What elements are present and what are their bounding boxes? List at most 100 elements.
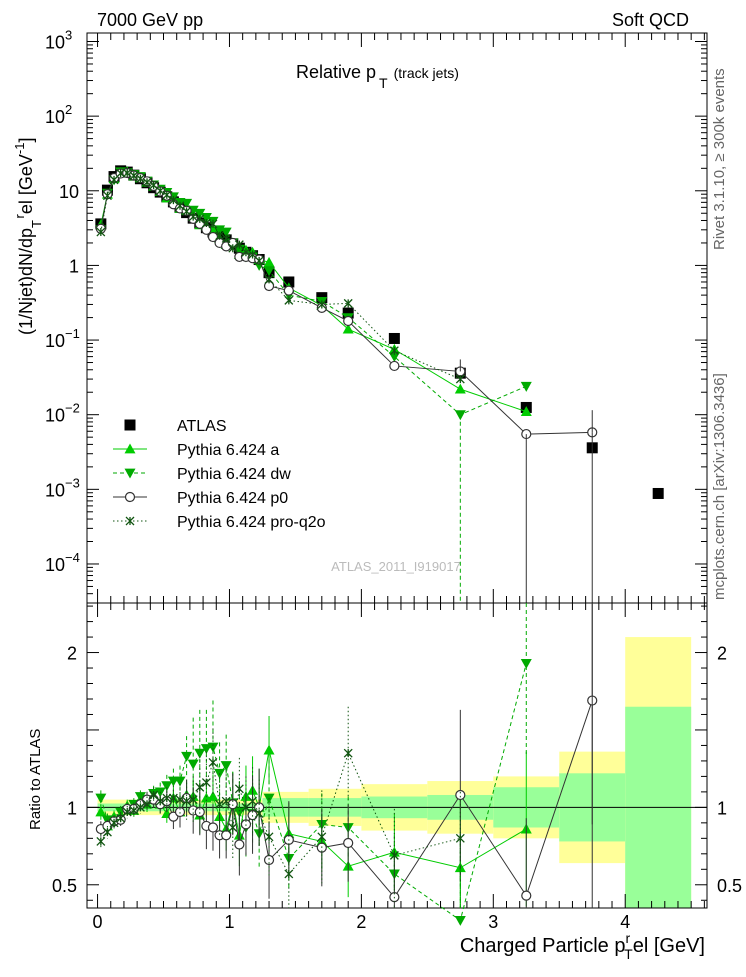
main-marker-pythia-6-424-a (342, 323, 354, 334)
y-tick-label-base: 10 (45, 107, 65, 127)
main-marker-pythia-6-424-pro-q2o (102, 191, 112, 201)
main-marker-pythia-6-424-pro-q2o (129, 171, 139, 181)
main-marker-atlas (652, 487, 664, 499)
ratio-marker-pythia-6-424-p0 (521, 890, 532, 901)
y-tick-label-base: 10 (45, 555, 65, 575)
ratio-marker-pythia-6-424-pro-q2o (135, 802, 145, 812)
main-marker-pythia-6-424-pro-q2o (389, 346, 399, 356)
legend-label: Pythia 6.424 a (177, 442, 279, 459)
legend-label: ATLAS (177, 418, 227, 435)
ratio-marker-pythia-6-424-pro-q2o (195, 782, 205, 792)
main-marker-pythia-6-424-pro-q2o (182, 206, 192, 216)
y-tick-label-exp: −1 (65, 326, 80, 341)
process-label: Soft QCD (612, 10, 689, 30)
main-marker-pythia-6-424-dw (181, 198, 193, 209)
main-marker-pythia-6-424-pro-q2o (135, 174, 145, 184)
legend-marker-pythia-6-424-a (124, 443, 136, 454)
x-tick-label: 3 (488, 912, 498, 932)
ratio-marker-pythia-6-424-dw (161, 781, 173, 792)
main-marker-pythia-6-424-pro-q2o (116, 168, 126, 178)
x-tick-label: 0 (93, 912, 103, 932)
x-axis-label: Charged Particle pr Tel [GeV] (460, 930, 705, 962)
ratio-marker-pythia-6-424-pro-q2o (96, 836, 106, 846)
ratio-y-tick-label: 0.5 (52, 876, 77, 896)
x-tick-label: 2 (356, 912, 366, 932)
ratio-marker-pythia-6-424-p0 (174, 806, 186, 818)
ratio-marker-pythia-6-424-pro-q2o (102, 827, 112, 837)
ratio-marker-pythia-6-424-pro-q2o (234, 784, 244, 794)
ratio-line-pythia-6-424-dw (100, 663, 527, 922)
main-marker-pythia-6-424-a (454, 383, 466, 394)
y-tick-label-base: 10 (45, 480, 65, 500)
ratio-marker-pythia-6-424-p0 (234, 839, 245, 850)
y-tick-label-exp: −2 (65, 401, 80, 416)
ratio-marker-pythia-6-424-pro-q2o (142, 799, 152, 809)
ratio-marker-pythia-6-424-pro-q2o (168, 793, 178, 803)
legend-marker-atlas (124, 419, 136, 431)
ratio-marker-pythia-6-424-dw (95, 793, 107, 804)
ratio-marker-pythia-6-424-pro-q2o (248, 796, 258, 806)
analysis-watermark: ATLAS_2011_I919017 (331, 559, 461, 574)
main-marker-pythia-6-424-pro-q2o (168, 195, 178, 205)
ratio-panel: 0 1 2 3 4 0.5 0.5 1 1 2 2 (52, 602, 742, 932)
ratio-marker-pythia-6-424-p0 (455, 789, 466, 801)
ratio-marker-pythia-6-424-dw (233, 807, 245, 818)
y-tick-label: 1 (69, 256, 79, 276)
ratio-marker-pythia-6-424-dw (187, 759, 199, 770)
ratio-marker-pythia-6-424-pro-q2o (188, 795, 198, 805)
main-marker-pythia-6-424-pro-q2o (149, 180, 159, 190)
x-tick-label: 1 (224, 912, 234, 932)
y-tick-label-exp: −4 (65, 550, 80, 565)
ratio-marker-pythia-6-424-pro-q2o (228, 823, 238, 832)
ratio-marker-pythia-6-424-pro-q2o (221, 796, 231, 806)
ratio-marker-pythia-6-424-pro-q2o (317, 832, 327, 842)
ratio-marker-pythia-6-424-a (207, 791, 219, 801)
y-tick-label-base: 10 (45, 331, 65, 351)
legend-marker-pythia-6-424-pro-q2o (125, 516, 135, 526)
main-marker-pythia-6-424-pro-q2o (241, 247, 251, 257)
y-tick-label-exp: 3 (65, 28, 72, 43)
main-marker-pythia-6-424-dw (388, 352, 400, 363)
ratio-y-tick-label: 1 (67, 798, 77, 818)
ratio-marker-pythia-6-424-dw (207, 742, 219, 753)
ratio-frame (86, 602, 708, 909)
legend-label: Pythia 6.424 p0 (177, 490, 288, 507)
legend: ATLAS Pythia 6.424 a Pythia 6.424 dw Pythia… (113, 418, 326, 531)
ratio-marker-pythia-6-424-dw (454, 915, 466, 926)
main-y-axis-label: (1/Njet)dN/dpTrel [GeV-1] (12, 138, 44, 335)
ratio-marker-pythia-6-424-pro-q2o (109, 818, 119, 828)
y-tick-label: 10 (59, 182, 79, 202)
main-marker-pythia-6-424-p0 (389, 360, 400, 372)
main-marker-atlas (342, 307, 354, 319)
main-marker-pythia-6-424-pro-q2o (215, 231, 225, 241)
main-marker-pythia-6-424-pro-q2o (208, 219, 218, 229)
ratio-marker-pythia-6-424-pro-q2o (182, 796, 192, 806)
ratio-marker-pythia-6-424-dw (200, 744, 212, 755)
ratio-marker-pythia-6-424-pro-q2o (264, 832, 274, 842)
ratio-y-tick-label-right: 1 (717, 798, 727, 818)
main-marker-pythia-6-424-pro-q2o (343, 298, 353, 308)
ratio-marker-pythia-6-424-p0 (207, 822, 219, 833)
main-marker-pythia-6-424-a (263, 256, 275, 267)
ratio-marker-pythia-6-424-p0 (343, 837, 354, 849)
main-plot-title: Relative pT(track jets) (296, 62, 459, 91)
main-marker-pythia-6-424-pro-q2o (195, 214, 205, 224)
main-line-pythia-6-424-pro-q2o (100, 172, 461, 380)
legend-label: Pythia 6.424 dw (177, 466, 291, 483)
main-marker-pythia-6-424-pro-q2o (162, 190, 172, 200)
main-marker-pythia-6-424-dw (520, 381, 532, 392)
main-marker-pythia-6-424-dw (263, 266, 275, 277)
ratio-marker-pythia-6-424-pro-q2o (284, 869, 294, 879)
ratio-y-axis-label: Ratio to ATLAS (27, 729, 44, 830)
ratio-marker-pythia-6-424-pro-q2o (201, 778, 211, 788)
main-marker-pythia-6-424-pro-q2o (155, 186, 165, 196)
main-marker-pythia-6-424-pro-q2o (228, 243, 238, 253)
ratio-marker-pythia-6-424-pro-q2o (208, 758, 218, 767)
ratio-marker-pythia-6-424-pro-q2o (455, 833, 465, 843)
ratio-marker-pythia-6-424-pro-q2o (254, 809, 264, 819)
ratio-marker-pythia-6-424-dw (134, 792, 146, 803)
main-marker-pythia-6-424-dw (220, 227, 232, 238)
ratio-y-tick-label-right: 0.5 (717, 876, 742, 896)
